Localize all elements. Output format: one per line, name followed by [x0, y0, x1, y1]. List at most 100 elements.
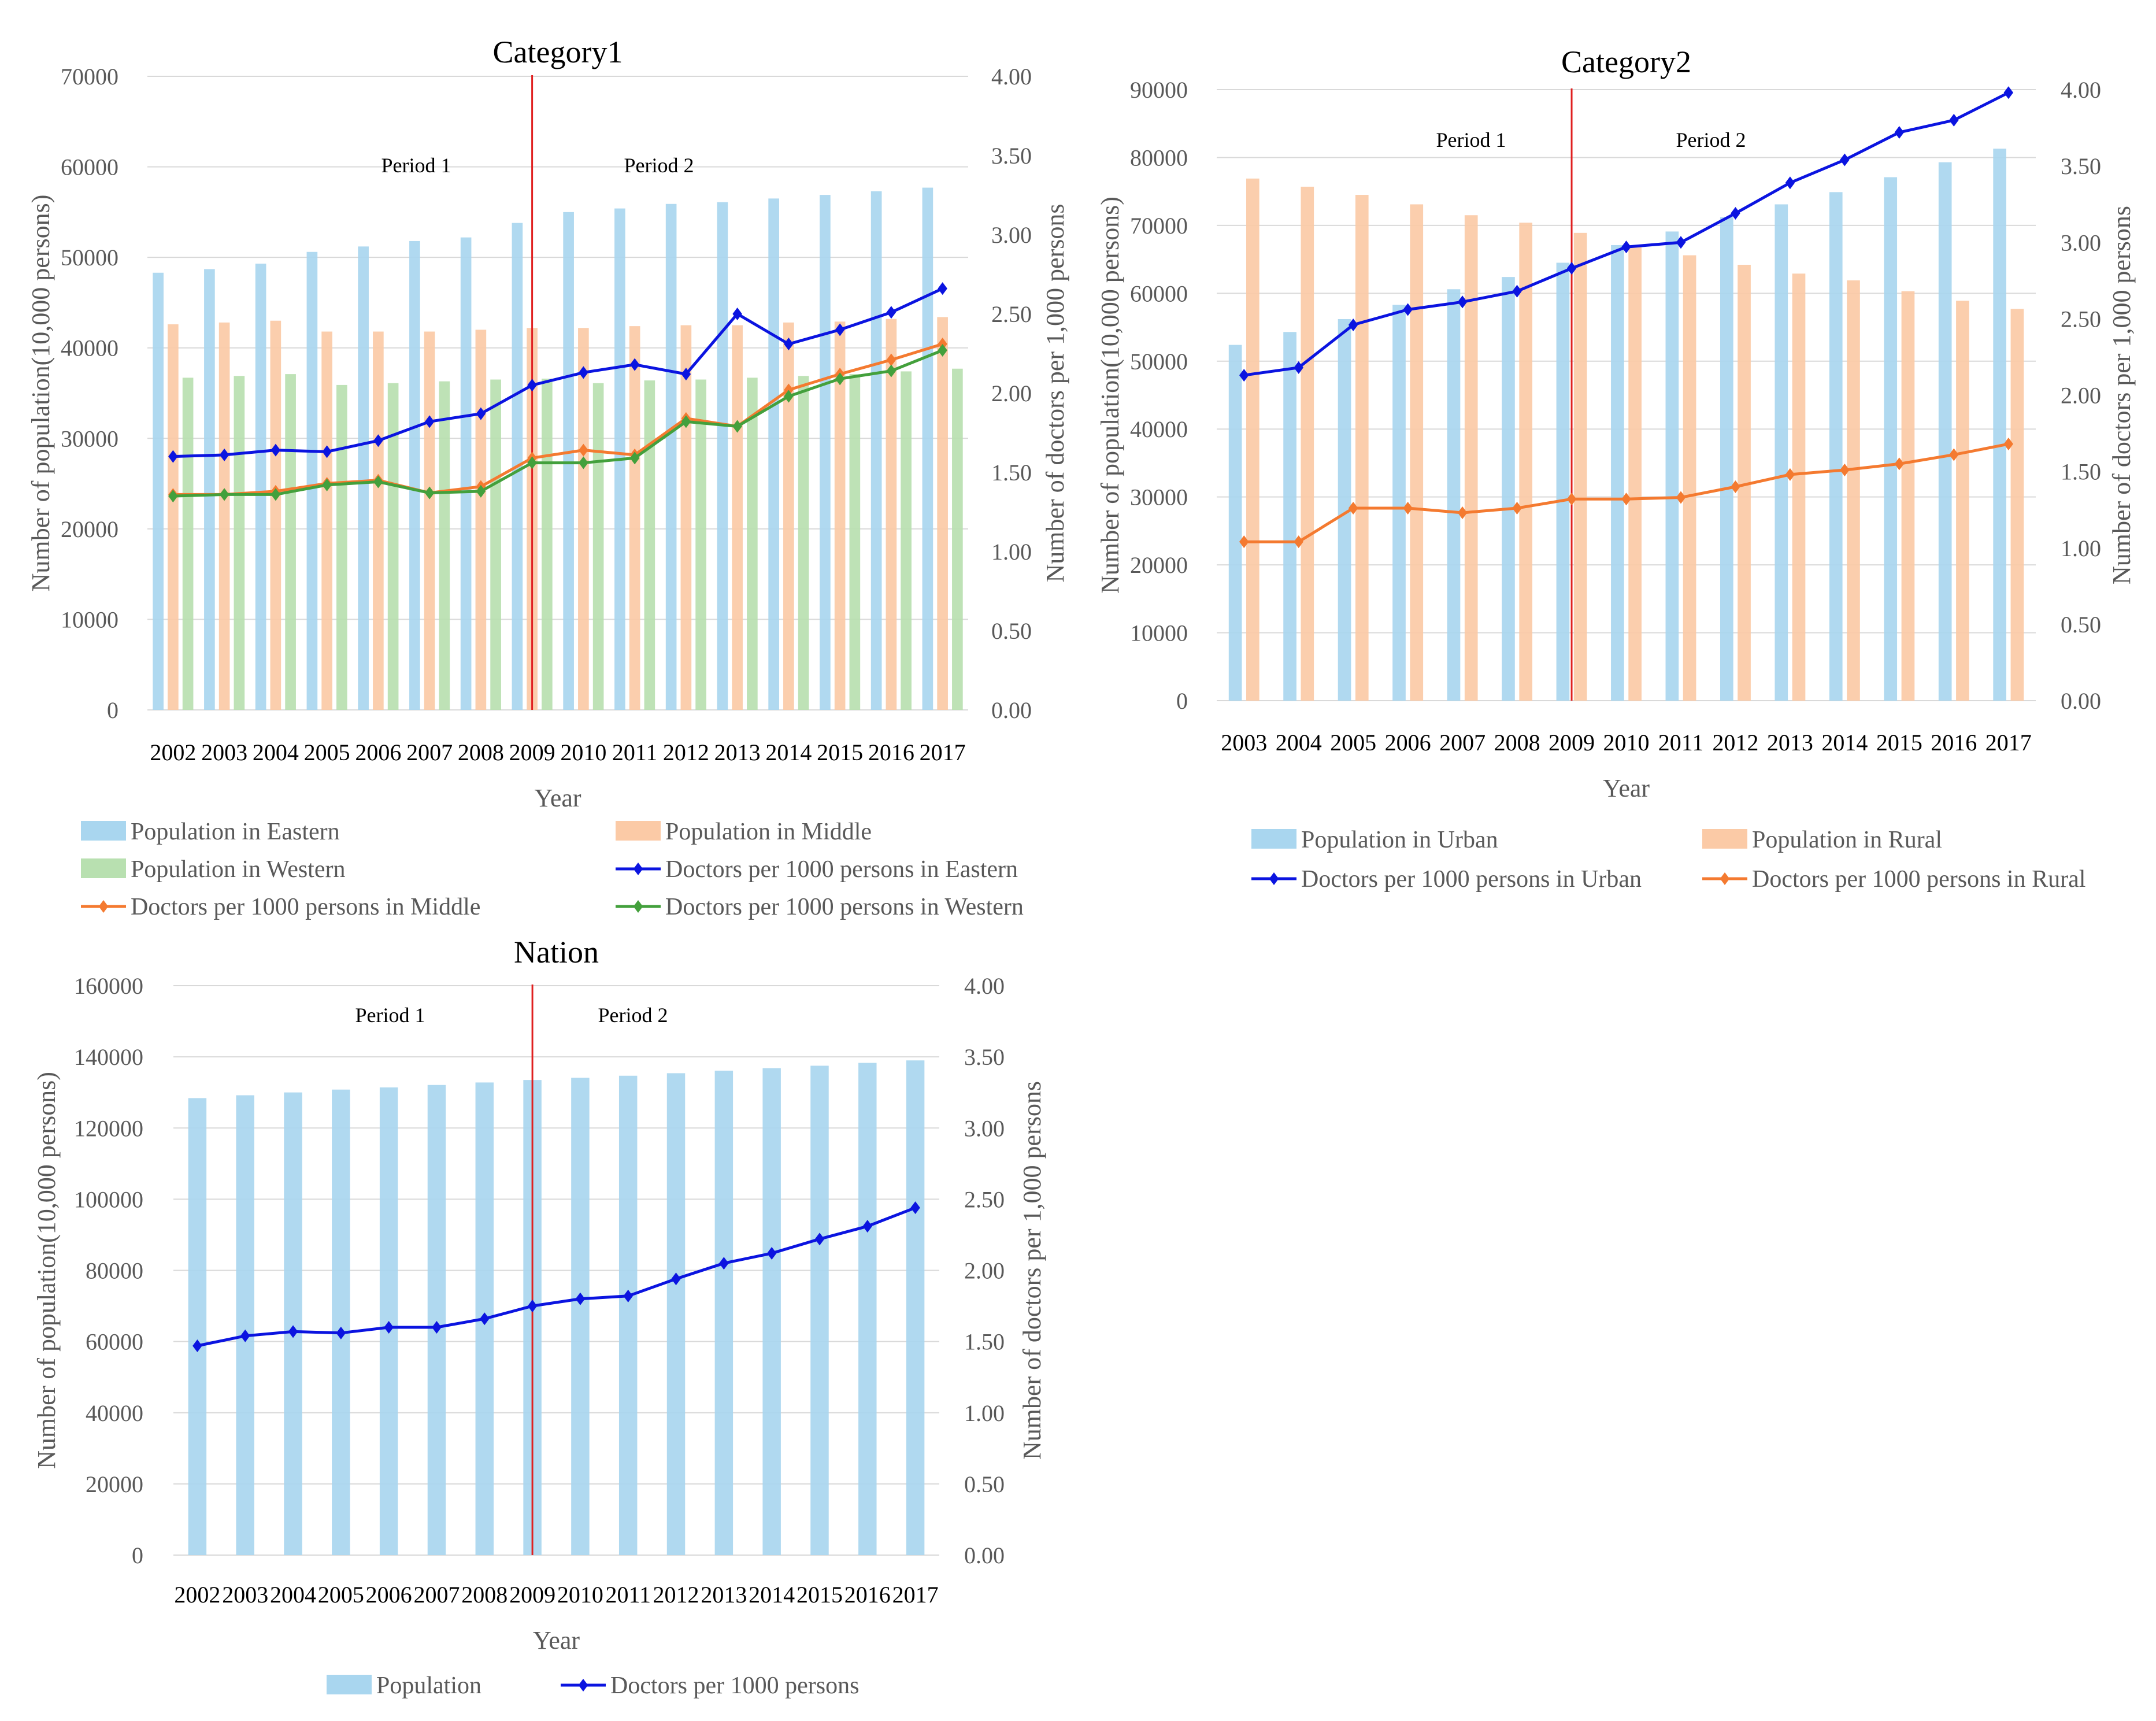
line-point [1294, 535, 1303, 549]
y-axis-title: Number of population(10,000 persons) [1096, 197, 1124, 594]
y2-tick-label: 3.00 [2061, 230, 2101, 256]
x-tick-label: 2015 [797, 1582, 843, 1608]
line-point [1239, 535, 1249, 549]
line-point [322, 445, 332, 458]
chart-title: Category2 [1561, 45, 1691, 79]
bar [2010, 309, 2024, 701]
y-tick-label: 0 [107, 697, 118, 723]
bar [665, 203, 677, 710]
y-tick-label: 90000 [1130, 77, 1188, 103]
y-tick-label: 120000 [74, 1115, 143, 1141]
bar [858, 1063, 877, 1555]
y2-tick-label: 4.00 [2061, 77, 2101, 103]
x-tick-label: 2010 [560, 739, 606, 765]
legend-marker [1269, 872, 1279, 885]
x-tick-label: 2012 [653, 1582, 699, 1608]
bar [236, 1095, 254, 1555]
bar [475, 330, 487, 710]
line-point [732, 308, 742, 320]
bar [1720, 217, 1733, 701]
x-tick-label: 2013 [701, 1582, 747, 1608]
x-tick-label: 2017 [892, 1582, 939, 1608]
legend-item: Population [327, 1672, 481, 1699]
y-tick-label: 50000 [1130, 349, 1188, 375]
y2-tick-label: 1.00 [964, 1400, 1005, 1426]
line-point [629, 451, 640, 465]
bar [578, 328, 589, 710]
line-point [910, 1201, 920, 1215]
bar [571, 1078, 590, 1555]
bar [1283, 332, 1296, 701]
bar [1392, 305, 1406, 701]
y-axis-title: Number of population(10,000 persons) [32, 1072, 61, 1469]
y2-tick-label: 3.00 [964, 1115, 1005, 1141]
bar [409, 240, 420, 710]
bar [427, 1085, 446, 1555]
line-point [671, 1272, 681, 1286]
legend-marker [1720, 872, 1730, 885]
x-tick-label: 2002 [150, 739, 196, 765]
chart-title: Nation [514, 935, 599, 969]
chart-title: Category1 [493, 35, 623, 69]
line-point [476, 407, 486, 420]
series-line [173, 342, 943, 496]
line-point [240, 1329, 250, 1342]
x-tick-label: 2005 [1330, 730, 1376, 756]
line-point [432, 1321, 442, 1334]
x-tick-label: 2003 [201, 739, 247, 765]
y2-tick-label: 3.00 [991, 222, 1032, 248]
bar [153, 272, 164, 710]
bar [1847, 280, 1860, 701]
line-point [373, 434, 383, 447]
x-tick-label: 2002 [174, 1582, 220, 1608]
x-axis-title: Year [533, 1626, 580, 1655]
bar [762, 1068, 781, 1555]
bar [439, 381, 450, 710]
line-point [719, 1257, 729, 1270]
y2-tick-label: 2.00 [964, 1258, 1005, 1284]
legend-label: Population in Western [131, 856, 345, 883]
line-point [784, 338, 794, 351]
line-point [784, 390, 794, 403]
line-point [1949, 448, 1959, 461]
line-point [1348, 318, 1358, 331]
bar [1611, 245, 1624, 701]
line-point [629, 358, 640, 371]
legend-item: Doctors per 1000 persons in Urban [1251, 866, 1642, 893]
series-line [197, 1206, 916, 1348]
bar [332, 1089, 350, 1555]
x-tick-label: 2006 [1385, 730, 1431, 756]
bar [1519, 223, 1533, 701]
line-point [424, 415, 435, 428]
y2-axis-title: Number of doctors per 1,000 persons [1041, 204, 1069, 583]
x-tick-label: 2005 [304, 739, 350, 765]
x-tick-label: 2015 [817, 739, 863, 765]
bar [490, 379, 501, 710]
line-point [1403, 502, 1413, 515]
x-tick-label: 2010 [1603, 730, 1650, 756]
bar [168, 324, 179, 710]
y-tick-label: 40000 [86, 1400, 143, 1426]
line-point [271, 488, 281, 501]
x-tick-label: 2016 [844, 1582, 891, 1608]
bar [270, 320, 281, 710]
bar [952, 368, 963, 710]
x-axis-title: Year [534, 784, 581, 812]
line-point [1457, 506, 1468, 519]
period-2-label: Period 2 [1676, 128, 1746, 151]
line-point [681, 368, 691, 381]
y2-tick-label: 1.00 [2061, 535, 2101, 561]
line-point [424, 486, 435, 499]
legend-marker [98, 900, 109, 913]
line-point [1294, 361, 1303, 374]
bar [1901, 291, 1915, 701]
x-tick-label: 2015 [1876, 730, 1922, 756]
line-point [886, 306, 897, 319]
x-tick-label: 2017 [920, 739, 966, 765]
x-tick-label: 2011 [1658, 730, 1704, 756]
line-point [1894, 457, 1905, 471]
bar [1956, 301, 1969, 701]
line-point [1566, 262, 1577, 275]
line-point [2003, 86, 2014, 99]
